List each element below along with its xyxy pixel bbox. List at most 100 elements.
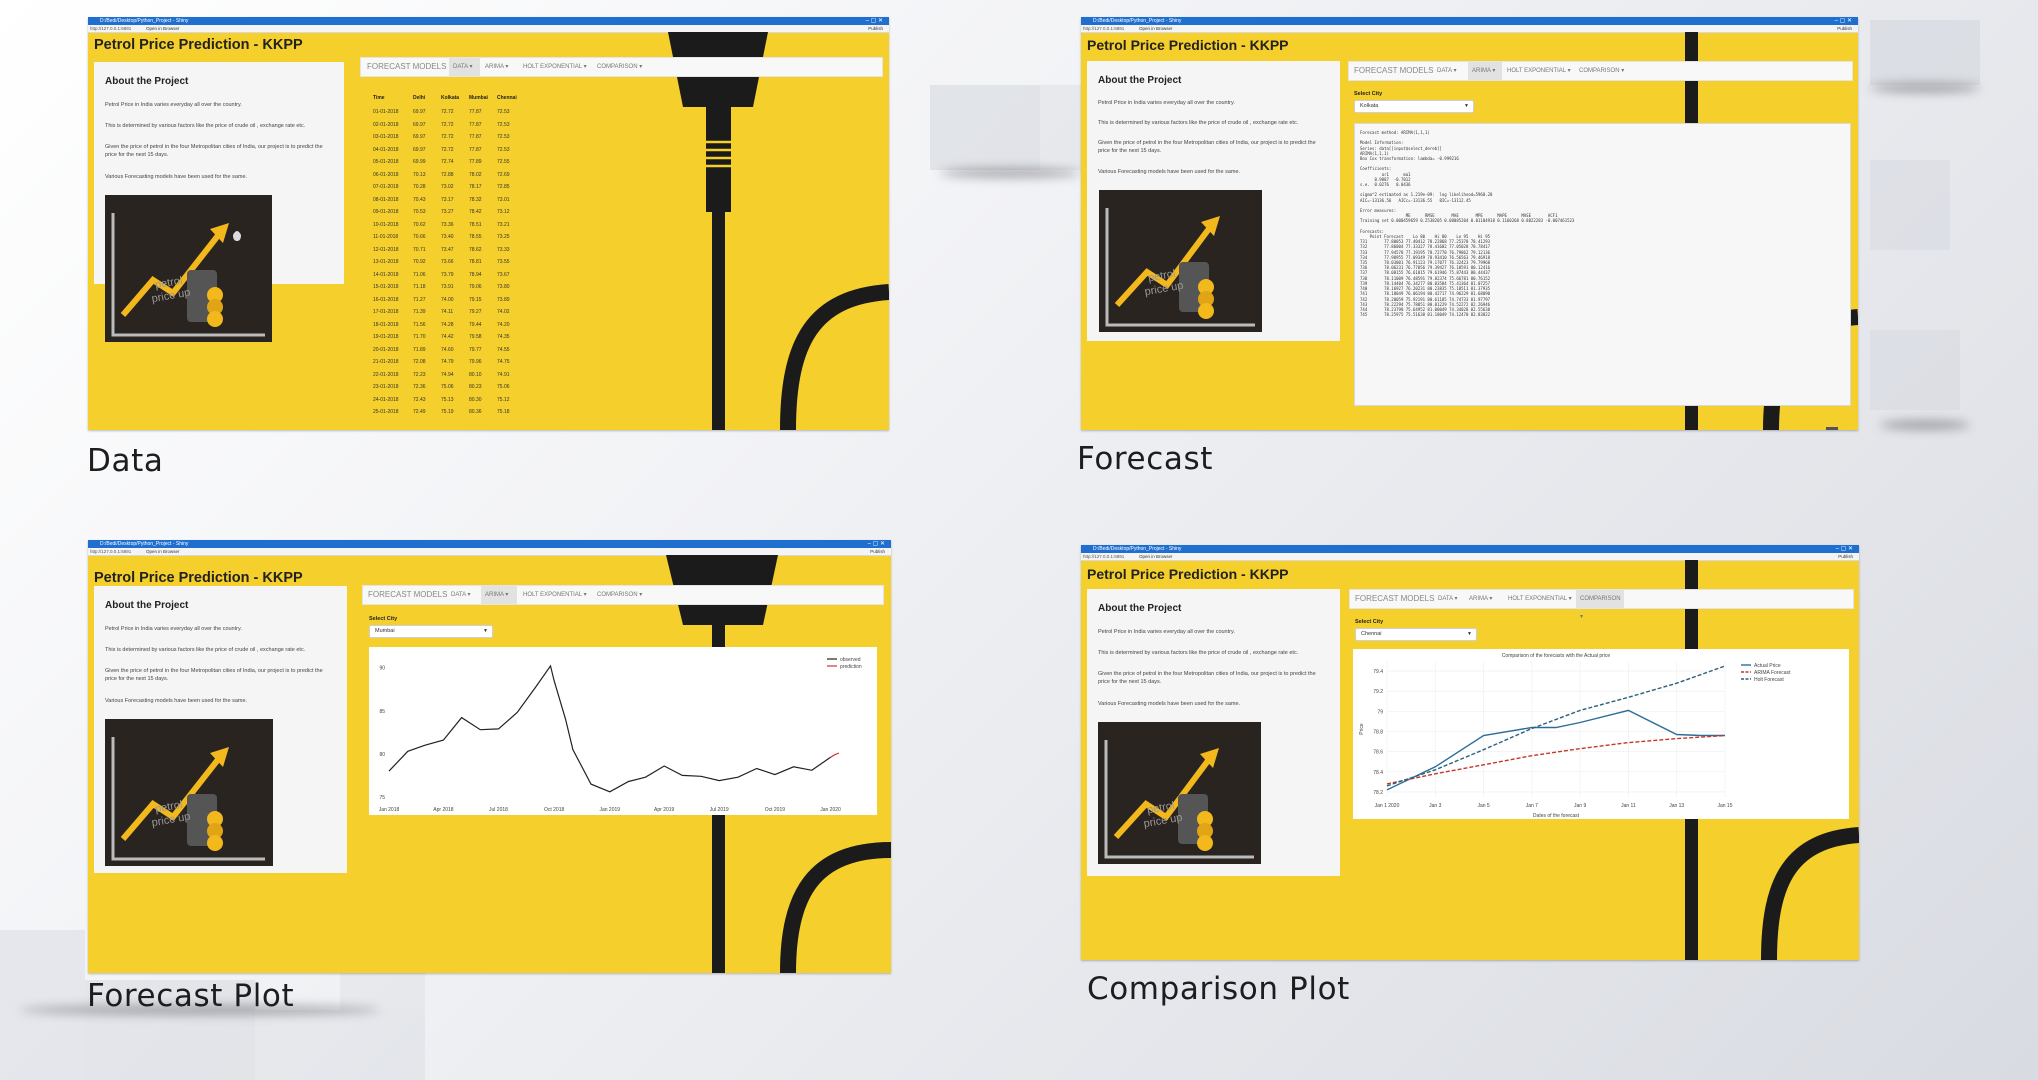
petrol-price-image: petrol price up xyxy=(1099,190,1262,332)
about-paragraph-1: Petrol Price in India varies everyday al… xyxy=(105,102,242,108)
table-cell: 80.36 xyxy=(469,409,482,415)
url-text[interactable]: http://127.0.0.1:6891 xyxy=(90,549,132,554)
table-cell: 71.56 xyxy=(413,321,426,328)
select-city-label: Select City xyxy=(1354,91,1383,97)
tab-data[interactable]: DATA ▾ xyxy=(1438,596,1458,602)
table-cell: 71.89 xyxy=(413,346,426,353)
x-tick-label: Jan 1 2020 xyxy=(1375,803,1400,809)
table-cell: 72.49 xyxy=(413,409,426,415)
legend-label: ARIMA Forecast xyxy=(1754,670,1791,676)
publish-button[interactable]: Publish xyxy=(868,26,883,31)
legend-label-prediction: prediction xyxy=(840,664,862,670)
tab-data[interactable]: DATA ▾ xyxy=(1437,68,1457,74)
navbar-brand[interactable]: FORECAST MODELS xyxy=(368,590,448,599)
publish-button[interactable]: Publish xyxy=(1838,554,1853,559)
table-cell: 73.89 xyxy=(497,296,510,303)
city-select[interactable]: Chennai ▼ xyxy=(1355,628,1477,641)
table-cell: 16-01-2018 xyxy=(373,296,399,303)
table-cell: 78.42 xyxy=(469,209,482,215)
open-in-browser-button[interactable]: Open in Browser xyxy=(1139,26,1173,31)
chevron-down-icon: ▼ xyxy=(483,628,488,634)
navbar-brand[interactable]: FORECAST MODELS xyxy=(367,62,447,71)
table-cell: 73.67 xyxy=(497,271,510,278)
table-cell: 06-01-2018 xyxy=(373,171,399,178)
window-controls[interactable]: – ▢ ✕ xyxy=(867,541,885,547)
tab-holt-exponential[interactable]: HOLT EXPONENTIAL ▾ xyxy=(523,64,587,70)
window-controls[interactable]: – ▢ ✕ xyxy=(1834,18,1852,24)
tab-arima[interactable]: ARIMA ▾ xyxy=(1468,62,1502,80)
tab-holt-exponential[interactable]: HOLT EXPONENTIAL ▾ xyxy=(1508,596,1572,602)
tab-holt-exponential[interactable]: HOLT EXPONENTIAL ▾ xyxy=(523,592,587,598)
table-cell: 75.06 xyxy=(497,384,510,390)
tab-data[interactable]: DATA ▾ xyxy=(451,592,471,598)
tab-holt-exponential[interactable]: HOLT EXPONENTIAL ▾ xyxy=(1507,68,1571,74)
url-text[interactable]: http://127.0.0.1:6891 xyxy=(1083,554,1125,559)
navbar: FORECAST MODELS DATA ▾ ARIMA ▾ HOLT EXPO… xyxy=(362,585,884,605)
table-cell: 71.27 xyxy=(413,296,426,303)
table-cell: 78.02 xyxy=(469,171,482,178)
table-cell: 21-01-2018 xyxy=(373,359,399,365)
city-select[interactable]: Kolkata ▼ xyxy=(1354,100,1474,113)
table-cell: 72.53 xyxy=(497,109,510,115)
table-cell: 78.32 xyxy=(469,196,482,203)
navbar: FORECAST MODELS DATA ▾ ARIMA ▾ HOLT EXPO… xyxy=(360,57,883,77)
open-in-browser-button[interactable]: Open in Browser xyxy=(1139,554,1173,559)
app-title: Petrol Price Prediction - KKPP xyxy=(94,37,303,53)
tab-comparison[interactable]: COMPARISON ▾ xyxy=(597,64,643,70)
table-header-delhi[interactable]: Delhi xyxy=(413,95,426,101)
table-cell: 69.99 xyxy=(413,159,426,165)
petrol-price-image: petrol price up xyxy=(1098,722,1261,864)
table-cell: 73.25 xyxy=(497,234,510,240)
petrol-price-image: petrol price up xyxy=(105,195,272,342)
open-in-browser-button[interactable]: Open in Browser xyxy=(146,549,180,554)
select-city-label: Select City xyxy=(369,616,398,622)
table-cell: 77.87 xyxy=(469,134,482,140)
window-controls[interactable]: – ▢ ✕ xyxy=(865,18,883,24)
city-select[interactable]: Mumbai ▼ xyxy=(369,625,493,638)
table-header-time[interactable]: Time xyxy=(373,95,385,101)
table-header-chennai[interactable]: Chennai xyxy=(497,95,517,101)
table-cell: 73.55 xyxy=(497,259,510,265)
city-select-value: Mumbai xyxy=(375,628,395,634)
window-controls[interactable]: – ▢ ✕ xyxy=(1835,546,1853,552)
about-sidebar: About the Project Petrol Price in India … xyxy=(1087,589,1340,876)
tab-arima[interactable]: ARIMA ▾ xyxy=(1469,596,1493,602)
forecast-plot: 75 80 85 90 Jan 2018 Apr 2018 Jul 2018 Oct 2018… xyxy=(369,647,877,815)
tab-arima[interactable]: ARIMA ▾ xyxy=(485,64,509,70)
y-tick-label: 79 xyxy=(1377,709,1383,715)
table-header-kolkata[interactable]: Kolkata xyxy=(441,95,460,101)
table-cell: 72.53 xyxy=(497,146,510,153)
about-paragraph-4: Various Forecasting models have been use… xyxy=(1098,169,1241,175)
x-tick-label: Jan 2018 xyxy=(379,807,400,813)
address-bar: http://127.0.0.1:6891 Open in Browser Pu… xyxy=(1081,553,1859,561)
open-in-browser-button[interactable]: Open in Browser xyxy=(146,26,180,31)
tab-data[interactable]: DATA ▾ xyxy=(449,58,480,76)
address-bar: http://127.0.0.1:6891 Open in Browser Pu… xyxy=(88,25,889,33)
table-cell: 78.62 xyxy=(469,246,482,253)
navbar-brand[interactable]: FORECAST MODELS xyxy=(1355,594,1435,603)
table-cell: 73.01 xyxy=(497,196,510,203)
about-paragraph-1: Petrol Price in India varies everyday al… xyxy=(1098,100,1235,106)
url-text[interactable]: http://127.0.0.1:6891 xyxy=(90,26,132,31)
table-cell: 22-01-2018 xyxy=(373,371,399,378)
table-cell: 72.85 xyxy=(497,184,510,190)
tab-comparison[interactable]: COMPARISON ▾ xyxy=(597,592,643,598)
tab-comparison[interactable]: COMPARISON ▾ xyxy=(1576,590,1624,620)
table-cell: 79.96 xyxy=(469,359,482,365)
navbar-brand[interactable]: FORECAST MODELS xyxy=(1354,66,1434,75)
tab-comparison[interactable]: COMPARISON ▾ xyxy=(1579,68,1625,74)
publish-button[interactable]: Publish xyxy=(870,549,885,554)
comparison-chart-svg: Comparison of the forecasts with the Act… xyxy=(1359,653,1791,819)
table-cell: 02-01-2018 xyxy=(373,121,399,128)
url-text[interactable]: http://127.0.0.1:6891 xyxy=(1083,26,1125,31)
table-cell: 73.47 xyxy=(441,246,454,253)
table-cell: 23-01-2018 xyxy=(373,384,399,390)
publish-button[interactable]: Publish xyxy=(1837,26,1852,31)
table-cell: 79.06 xyxy=(469,284,482,290)
tab-arima[interactable]: ARIMA ▾ xyxy=(481,586,517,604)
y-tick-label: 79.4 xyxy=(1373,669,1383,675)
table-cell: 07-01-2018 xyxy=(373,184,399,190)
table-cell: 73.40 xyxy=(441,234,454,240)
table-cell: 73.27 xyxy=(441,209,454,215)
table-header-mumbai[interactable]: Mumbai xyxy=(469,95,488,101)
